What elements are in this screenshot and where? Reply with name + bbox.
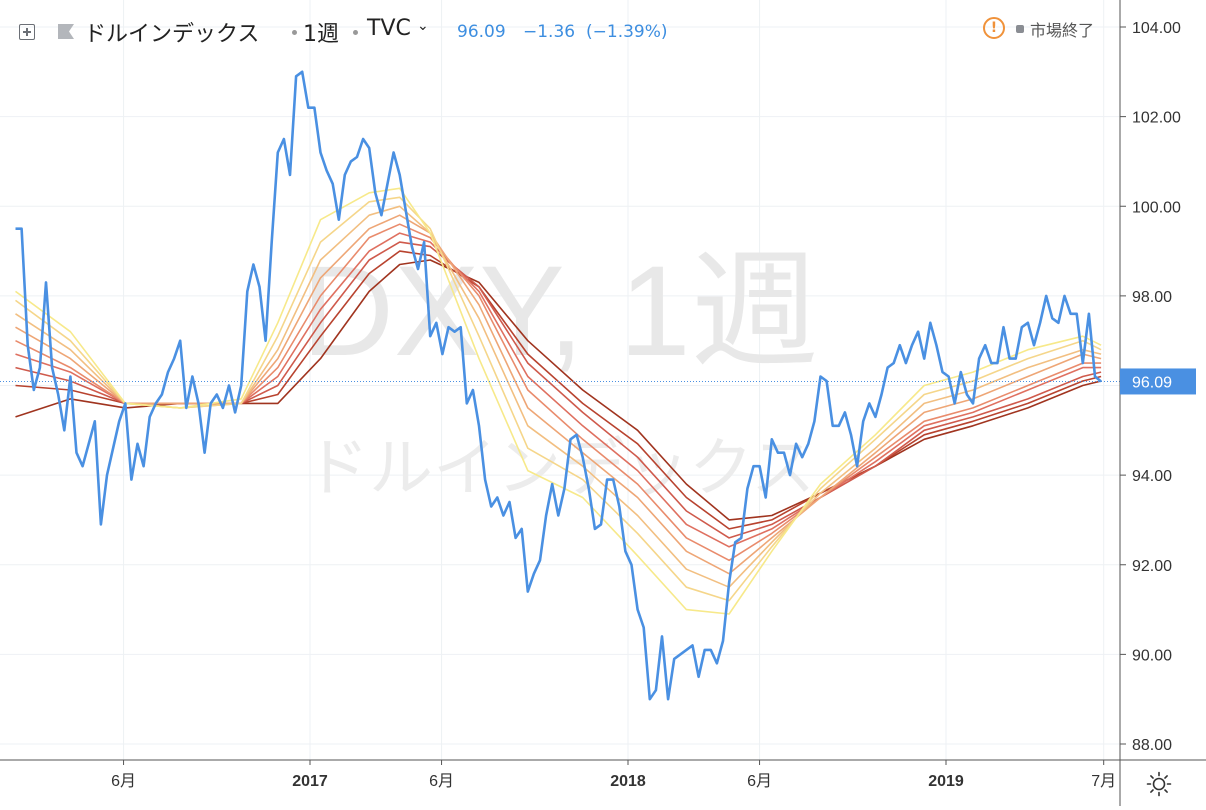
ma-line-2	[15, 196, 1102, 602]
settings-sun-icon[interactable]	[1146, 771, 1172, 797]
y-tick-label: 92.00	[1132, 558, 1172, 575]
last-price-label: 96.09	[1132, 374, 1172, 391]
y-tick-label: 100.00	[1132, 199, 1181, 216]
x-tick-label: 6月	[429, 773, 454, 790]
price-change-percent: (−1.39%)	[586, 22, 668, 42]
y-tick-label: 98.00	[1132, 289, 1172, 306]
watermark-subtitle: ドルインデックス	[305, 432, 815, 506]
market-closed-dot-icon	[1016, 25, 1024, 33]
flag-icon[interactable]	[57, 23, 75, 40]
separator-dot	[353, 30, 358, 35]
add-symbol-icon[interactable]	[19, 24, 35, 40]
price-change: −1.36	[523, 22, 576, 42]
y-tick-label: 94.00	[1132, 468, 1172, 485]
x-tick-label: 7月	[1091, 773, 1116, 790]
y-tick-label: 90.00	[1132, 647, 1172, 664]
timeframe-label[interactable]: 1週	[303, 22, 339, 47]
y-tick-label: 104.00	[1132, 20, 1181, 37]
price-line	[15, 70, 1102, 701]
ma-line-1	[15, 187, 1102, 615]
x-tick-label: 2017	[292, 773, 328, 790]
last-price-value: 96.09	[457, 22, 506, 42]
grid-layer	[0, 0, 1120, 760]
watermark-title: DXY, 1週	[302, 240, 819, 383]
x-tick-label: 6月	[747, 773, 772, 790]
warning-icon[interactable]: !	[983, 17, 1005, 39]
y-tick-label: 102.00	[1132, 110, 1181, 127]
x-tick-label: 2018	[610, 773, 646, 790]
last-price-label-bg	[1120, 368, 1196, 395]
y-tick-label: 88.00	[1132, 737, 1172, 754]
watermark: DXY, 1週 ドルインデックス	[302, 240, 819, 506]
separator-dot	[292, 30, 297, 35]
chevron-down-icon[interactable]: ⌄	[417, 18, 429, 34]
series-layer	[15, 70, 1102, 701]
x-tick-label: 6月	[111, 773, 136, 790]
exchange-label[interactable]: TVC	[367, 16, 411, 41]
legend-header: ドルインデックス 1週 TVC ⌄ 96.09 −1.36 (−1.39%) !…	[0, 14, 1120, 48]
x-tick-label: 2019	[928, 773, 964, 790]
market-status: 市場終了	[1030, 21, 1095, 40]
symbol-name[interactable]: ドルインデックス	[84, 22, 260, 47]
